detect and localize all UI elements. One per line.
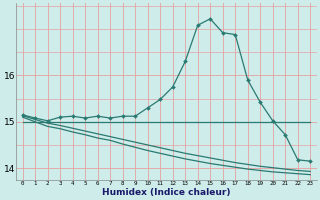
X-axis label: Humidex (Indice chaleur): Humidex (Indice chaleur) [102, 188, 231, 197]
